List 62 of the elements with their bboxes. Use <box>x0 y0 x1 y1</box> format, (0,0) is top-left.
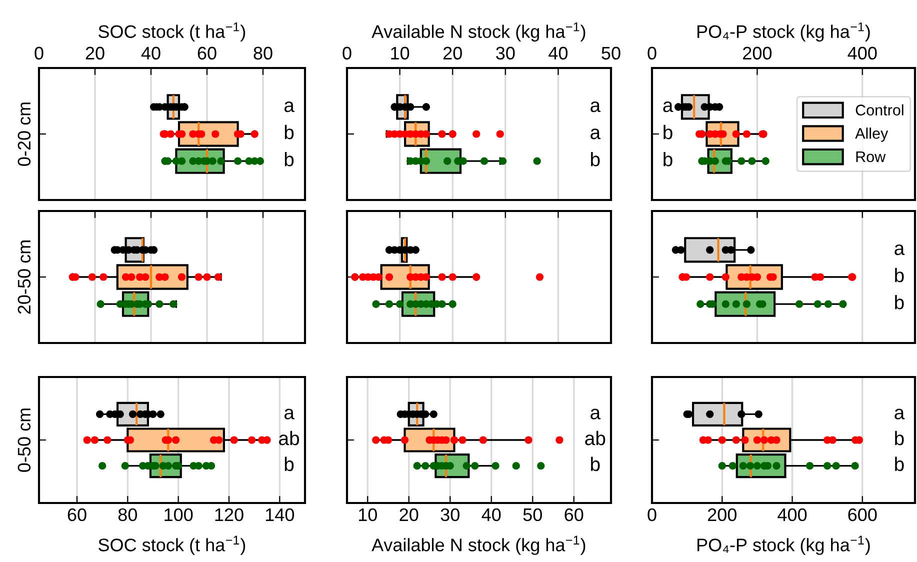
annotation: b <box>664 124 672 140</box>
y-tick-label: 20-50 cm <box>18 240 31 314</box>
x-tick-label: 80 <box>254 46 272 60</box>
annotation: b <box>895 456 904 472</box>
annotation: b <box>895 430 904 446</box>
x-tick-label: 60 <box>198 46 216 60</box>
legend-label: Row <box>856 152 886 162</box>
legend-label: Alley <box>855 128 888 142</box>
x-tick-label: 200 <box>708 508 736 522</box>
x-tick-label: 200 <box>743 46 772 60</box>
annotation: b <box>591 456 600 472</box>
y-tick-label: 0-50 cm <box>18 408 31 472</box>
x-tick-label: 40 <box>141 46 160 60</box>
x-tick-label: 60 <box>564 508 584 522</box>
annotation: a <box>590 128 601 140</box>
annotation: b <box>895 295 904 310</box>
x-tick-label: 140 <box>266 508 294 522</box>
x-tick-label: 10 <box>391 46 410 60</box>
x-tick-label: 120 <box>215 508 244 522</box>
annotation: ab <box>585 430 606 446</box>
x-axis-title: SOC stock (t ha$^{−1}$) <box>98 22 246 42</box>
x-tick-label: 400 <box>848 46 877 60</box>
annotation: b <box>664 152 672 166</box>
x-tick-label: 40 <box>548 46 568 60</box>
x-axis-title: PO₄-P stock (kg ha$^{−1}$) <box>698 22 870 42</box>
x-tick-label: 50 <box>602 46 620 60</box>
y-tick-label: 0-20 cm <box>18 102 31 166</box>
x-axis-title: SOC stock (t ha$^{−1}$) <box>98 536 246 555</box>
annotation: ab <box>279 430 300 446</box>
legend-label: Control <box>856 104 904 116</box>
x-tick-label: 60 <box>68 508 86 522</box>
x-tick-label: 80 <box>118 508 138 522</box>
x-tick-label: 20 <box>443 46 462 60</box>
annotation: b <box>591 152 600 166</box>
x-axis-title: PO₄-P stock (kg ha$^{−1}$) <box>698 536 870 555</box>
annotation: a <box>894 408 905 420</box>
annotation: a <box>663 101 674 112</box>
x-tick-label: 600 <box>848 508 877 522</box>
x-tick-label: 30 <box>496 46 515 60</box>
annotation: b <box>895 268 904 282</box>
x-tick-label: 0 <box>342 46 352 60</box>
annotation: a <box>894 244 905 256</box>
annotation: a <box>590 408 601 420</box>
x-tick-label: 0 <box>648 508 656 522</box>
annotation: a <box>284 101 294 112</box>
x-tick-label: 20 <box>400 508 418 522</box>
x-axis-title: Available N stock (kg ha$^{−1}$) <box>372 536 586 555</box>
annotation: a <box>284 408 294 420</box>
x-tick-label: 0 <box>648 46 656 60</box>
annotation: b <box>284 152 294 166</box>
x-tick-label: 100 <box>164 508 193 522</box>
x-tick-label: 30 <box>440 508 460 522</box>
x-tick-label: 20 <box>86 46 104 60</box>
x-tick-label: 400 <box>778 508 807 522</box>
annotation: a <box>590 101 601 112</box>
x-tick-label: 10 <box>358 508 377 522</box>
x-axis-title: Available N stock (kg ha$^{−1}$) <box>372 22 586 42</box>
x-tick-label: 0 <box>34 46 44 60</box>
annotation: b <box>284 456 294 472</box>
x-tick-label: 50 <box>523 508 542 522</box>
annotation: b <box>284 124 294 140</box>
x-tick-label: 40 <box>482 508 501 522</box>
